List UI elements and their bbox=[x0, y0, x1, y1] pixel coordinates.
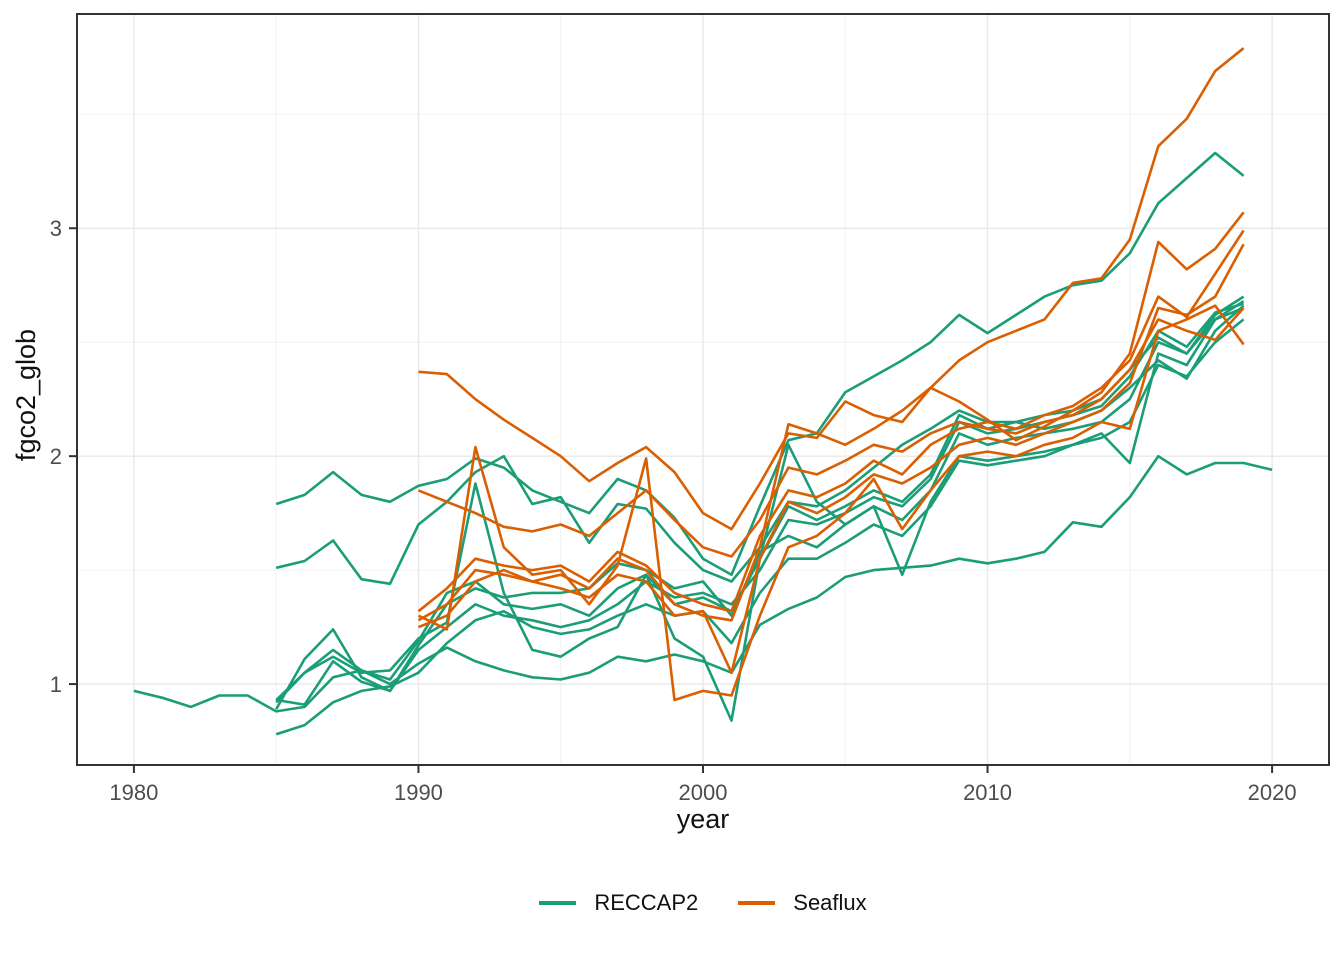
legend-label-seaflux: Seaflux bbox=[793, 890, 867, 915]
y-tick-label: 1 bbox=[50, 672, 62, 697]
y-axis-title: fgco2_glob bbox=[11, 328, 41, 462]
series-line-reccap2-2 bbox=[275, 151, 1245, 577]
series-line-reccap2-6 bbox=[275, 318, 1245, 736]
legend: RECCAP2 Seaflux bbox=[77, 890, 1329, 916]
series-line-seaflux-1 bbox=[418, 211, 1245, 531]
legend-line-swatch-reccap2 bbox=[539, 901, 577, 905]
legend-label-reccap2: RECCAP2 bbox=[594, 890, 699, 915]
y-tick-label: 2 bbox=[50, 444, 62, 469]
x-tick-label: 2010 bbox=[963, 780, 1012, 805]
legend-item-seaflux: Seaflux bbox=[738, 890, 867, 916]
series-line-reccap2-1 bbox=[133, 454, 1273, 713]
x-axis-title: year bbox=[676, 804, 730, 834]
series-line-seaflux-6 bbox=[417, 229, 1245, 613]
x-tick-label: 2020 bbox=[1248, 780, 1297, 805]
series-line-seaflux-3 bbox=[418, 307, 1245, 558]
series-line-seaflux-4 bbox=[417, 47, 1245, 622]
legend-line-swatch-seaflux bbox=[738, 901, 776, 905]
x-tick-label: 2000 bbox=[679, 780, 728, 805]
legend-item-reccap2: RECCAP2 bbox=[539, 890, 698, 916]
series-line-seaflux-5 bbox=[418, 243, 1245, 675]
y-tick-label: 3 bbox=[50, 216, 62, 241]
series-line-reccap2-7 bbox=[275, 302, 1244, 706]
series-line-reccap2-4 bbox=[275, 300, 1245, 722]
x-tick-label: 1980 bbox=[109, 780, 158, 805]
series-line-seaflux-2 bbox=[417, 304, 1245, 702]
series-line-reccap2-5 bbox=[275, 295, 1245, 710]
x-tick-label: 1990 bbox=[394, 780, 443, 805]
